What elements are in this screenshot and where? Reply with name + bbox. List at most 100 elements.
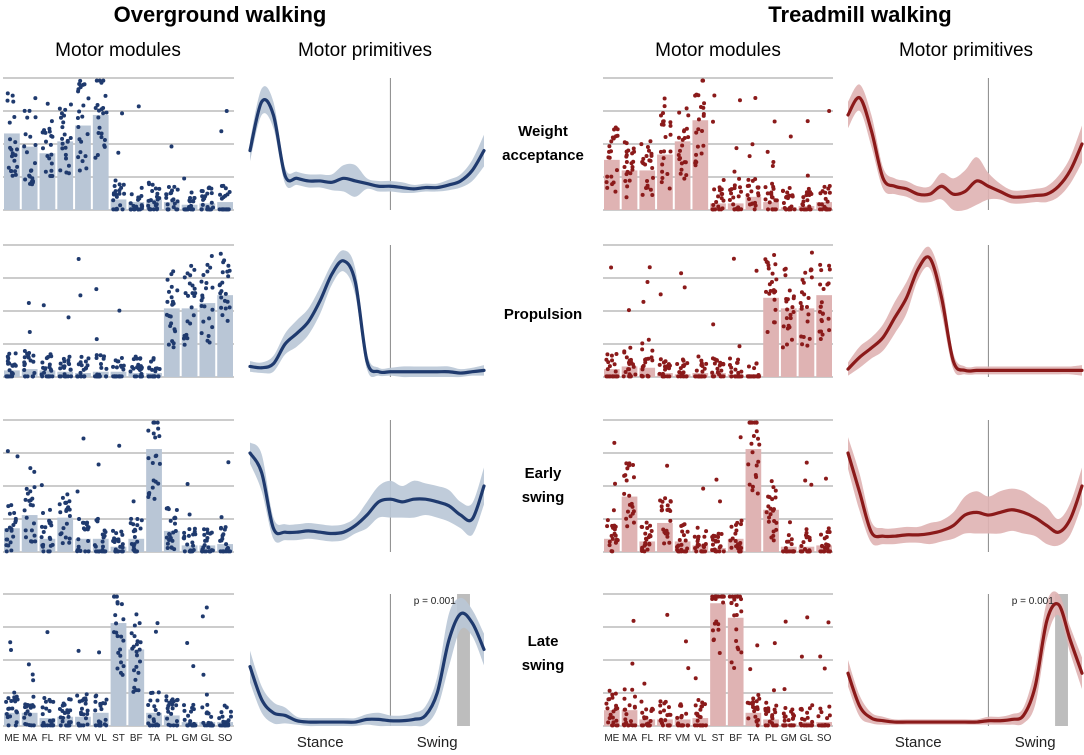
subject-point	[685, 361, 690, 366]
subject-point	[209, 254, 214, 259]
subject-point	[131, 547, 136, 552]
subject-point	[147, 207, 152, 212]
subject-point	[65, 139, 70, 144]
subject-point	[208, 531, 213, 536]
subject-point	[755, 707, 760, 712]
subject-point	[15, 164, 20, 169]
subject-point	[757, 696, 762, 701]
bar-vl	[692, 545, 709, 552]
subject-point	[8, 640, 13, 645]
subject-point	[716, 194, 721, 199]
subject-point	[99, 131, 104, 136]
bar-so	[816, 295, 832, 377]
subject-point	[111, 198, 116, 203]
subject-point	[146, 198, 151, 203]
bar-rf	[657, 154, 673, 210]
subject-point	[134, 204, 139, 209]
subject-point	[138, 364, 143, 369]
subject-point	[721, 362, 726, 367]
subject-point	[129, 192, 134, 197]
subject-point	[153, 435, 158, 440]
subject-point	[14, 147, 19, 152]
subject-point	[647, 542, 652, 547]
subject-point	[695, 144, 700, 149]
subject-point	[784, 342, 789, 347]
subject-point	[607, 144, 612, 149]
subject-point	[699, 128, 704, 133]
subject-point	[716, 531, 721, 536]
subject-point	[746, 197, 751, 202]
subject-point	[739, 609, 744, 614]
subject-point	[219, 129, 224, 134]
subject-point	[702, 534, 707, 539]
subject-point	[65, 492, 70, 497]
subject-point	[169, 711, 174, 716]
subject-point	[774, 703, 779, 708]
subject-point	[640, 524, 645, 529]
subject-point	[717, 545, 722, 550]
subject-point	[58, 115, 63, 120]
subject-point	[714, 358, 719, 363]
bar-vl	[692, 120, 709, 210]
subject-point	[608, 712, 613, 717]
subject-point	[770, 497, 775, 502]
subject-point	[623, 473, 628, 478]
subject-point	[753, 473, 758, 478]
subject-point	[769, 479, 774, 484]
subject-point	[710, 542, 715, 547]
subject-point	[622, 696, 627, 701]
subject-point	[710, 370, 715, 375]
subject-point	[787, 520, 792, 525]
subject-point	[40, 360, 45, 365]
subject-point	[32, 161, 37, 166]
subject-point	[191, 664, 196, 669]
bar-gm	[780, 546, 797, 552]
subject-point	[97, 650, 102, 655]
subject-point	[28, 466, 33, 471]
subject-point	[819, 300, 824, 305]
subject-point	[41, 511, 46, 516]
subject-point	[8, 137, 13, 142]
subject-point	[204, 538, 209, 543]
subject-point	[631, 475, 636, 480]
subject-point	[694, 549, 699, 554]
subject-point	[135, 517, 140, 522]
subject-point	[696, 534, 701, 539]
subject-point	[155, 191, 160, 196]
subject-point	[67, 354, 72, 359]
subject-point	[781, 711, 786, 716]
subject-point	[783, 207, 788, 212]
subject-point	[121, 367, 126, 372]
subject-point	[682, 176, 687, 181]
subject-point	[225, 192, 230, 197]
subject-point	[175, 288, 180, 293]
subject-point	[4, 549, 9, 554]
subject-point	[218, 282, 223, 287]
category-label: SO	[218, 733, 233, 744]
subject-point	[736, 194, 741, 199]
subject-point	[682, 362, 687, 367]
subject-point	[694, 130, 699, 135]
subtitle-overground-modules: Motor modules	[55, 40, 181, 61]
subject-point	[168, 314, 173, 319]
subject-point	[64, 509, 69, 514]
subject-point	[827, 529, 832, 534]
subject-point	[612, 362, 617, 367]
subject-point	[802, 723, 807, 728]
subject-point	[170, 702, 175, 707]
subject-point	[627, 493, 632, 498]
subject-point	[767, 291, 772, 296]
bar-st	[710, 603, 726, 726]
subject-point	[631, 509, 636, 514]
subject-point	[80, 114, 85, 119]
subject-point	[771, 184, 776, 189]
subject-point	[614, 168, 619, 173]
bar-fl	[639, 367, 656, 377]
subject-point	[94, 549, 99, 554]
subject-point	[167, 537, 172, 542]
bar-fl	[39, 153, 56, 210]
subject-point	[632, 705, 637, 710]
subject-point	[799, 549, 804, 554]
category-label: VL	[95, 733, 108, 744]
subject-point	[40, 544, 45, 549]
